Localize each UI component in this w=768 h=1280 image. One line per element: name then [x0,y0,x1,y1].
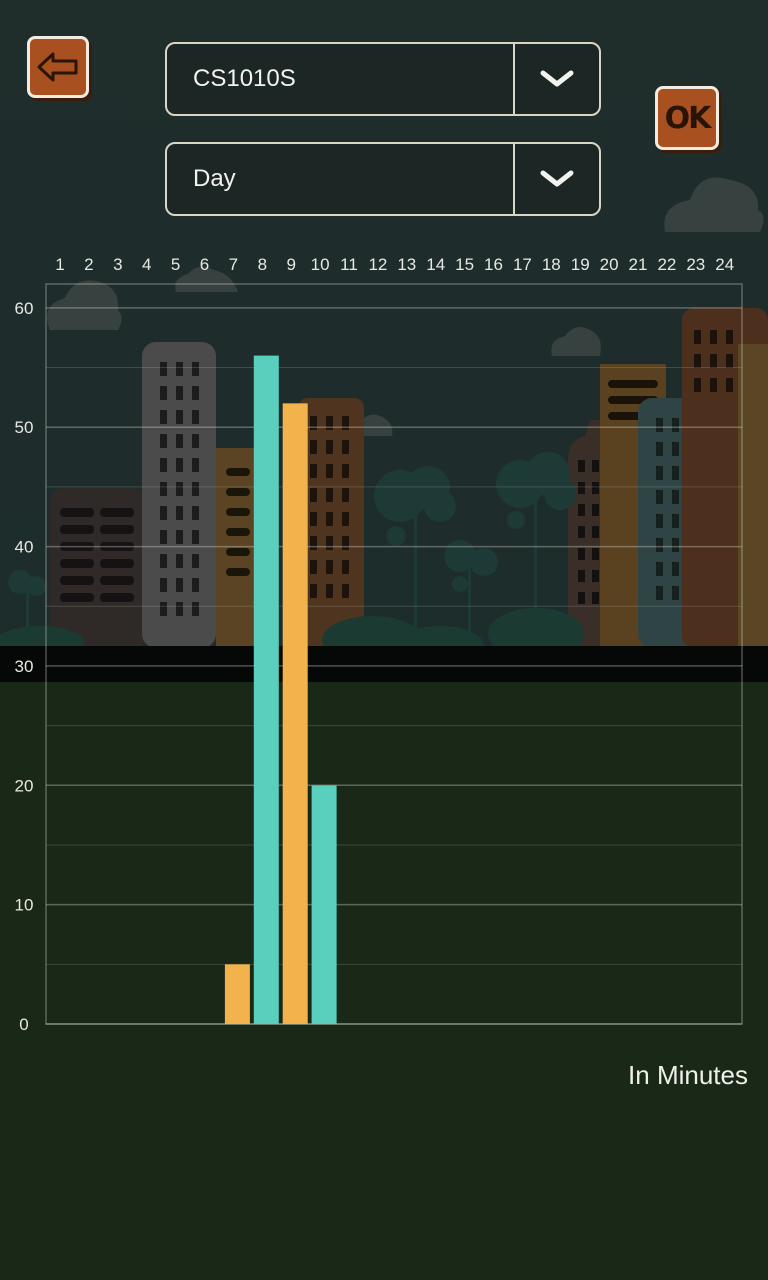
x-tick-label: 11 [340,255,358,274]
y-tick-label: 0 [19,1015,28,1034]
x-tick-label: 16 [484,255,503,274]
x-tick-label: 6 [200,255,209,274]
x-tick-label: 12 [368,255,387,274]
x-tick-label: 17 [513,255,532,274]
period-select[interactable]: Day [165,142,601,216]
x-tick-label: 21 [629,255,648,274]
y-tick-label: 20 [15,776,34,795]
bar [311,785,337,1024]
ok-button-label: OK [664,100,712,136]
usage-bar-chart: 1 2 3 4 5 6 7 8 9 10 11 12 13 14 15 16 17 18 19 20 21 22 23 24 … [15,255,743,1034]
y-tick-label: 50 [15,418,34,437]
chevron-down-icon [513,144,599,214]
y-tick-label: 40 [15,538,34,557]
road-strip [0,646,768,682]
y-tick-label: 60 [15,299,34,318]
unit-label: In Minutes [628,1060,748,1090]
ok-button[interactable]: OK [655,86,719,150]
x-tick-label: 1 [55,255,64,274]
x-tick-label: 7 [229,255,238,274]
x-tick-label: 23 [686,255,705,274]
bar [224,964,250,1024]
back-button[interactable] [27,36,89,98]
chevron-down-icon [513,44,599,114]
ground-background [0,682,768,1280]
x-tick-label: 19 [571,255,590,274]
plot-border [45,283,743,1025]
x-tick-label: 24 [715,255,734,274]
device-select-value: CS1010S [193,65,296,92]
x-tick-label: 13 [397,255,416,274]
x-tick-label: 20 [600,255,619,274]
period-select-value: Day [193,165,236,192]
x-tick-label: 2 [84,255,93,274]
x-tick-label: 4 [142,255,151,274]
x-tick-label: 18 [542,255,561,274]
x-tick-label: 14 [426,255,445,274]
x-tick-label: 3 [113,255,122,274]
device-select[interactable]: CS1010S [165,42,601,116]
x-tick-label: 15 [455,255,474,274]
x-tick-label: 5 [171,255,180,274]
x-tick-label: 10 [311,255,330,274]
x-tick-label: 8 [258,255,267,274]
bar [282,403,308,1024]
y-tick-label: 30 [15,657,34,676]
bar [253,355,279,1024]
y-tick-label: 10 [15,896,34,915]
x-tick-label: 22 [657,255,676,274]
x-tick-label: 9 [286,255,295,274]
arrow-left-icon [37,52,78,82]
